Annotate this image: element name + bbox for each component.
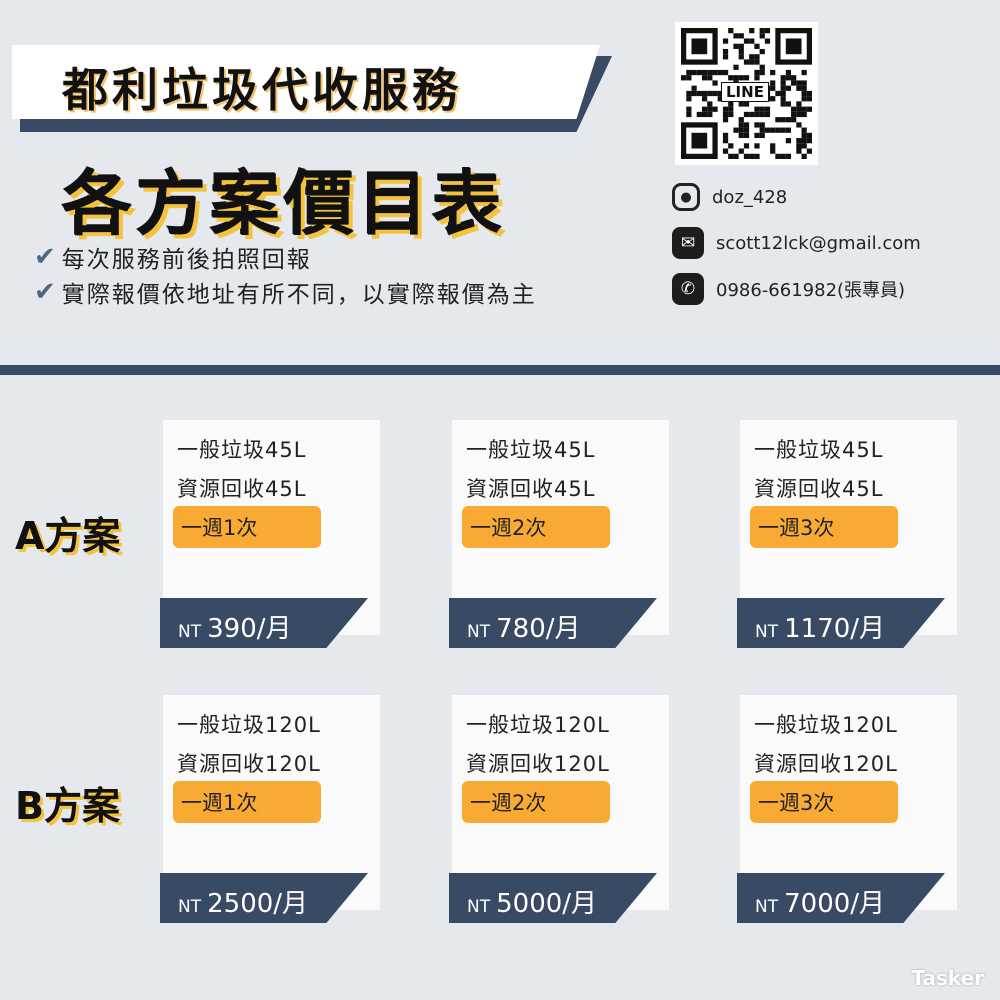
recycling: 資源回收120L [177, 752, 321, 776]
contact-text: 0986-661982(張專員) [716, 280, 906, 301]
general-waste: 一般垃圾45L [466, 438, 596, 462]
frequency-badge: 一週3次 [750, 781, 898, 823]
general-waste: 一般垃圾45L [177, 438, 307, 462]
plan-label: A方案 [15, 514, 121, 558]
price-tag: NT 2500/月 [160, 873, 368, 923]
contact-instagram[interactable]: ● doz_428 [672, 183, 787, 211]
plan-card[interactable]: 一般垃圾120L 資源回收120L 一週3次 NT 7000/月 [737, 695, 957, 923]
frequency-badge: 一週3次 [750, 506, 898, 548]
bullet-text: 每次服務前後拍照回報 [61, 247, 312, 273]
recycling: 資源回收45L [466, 477, 596, 501]
price-value: 390/月 [207, 614, 292, 644]
contact-text: doz_428 [712, 186, 788, 208]
currency: NT [755, 622, 779, 642]
section-divider [0, 365, 1000, 375]
frequency-badge: 一週2次 [462, 781, 610, 823]
page-title: 都利垃圾代收服務 [62, 63, 462, 117]
whatsapp-icon: ✆ [672, 273, 704, 305]
check-icon: ✔ [34, 242, 58, 272]
price-value: 1170/月 [784, 614, 886, 644]
price-tag: NT 390/月 [160, 598, 368, 648]
plan-label: B方案 [15, 784, 120, 828]
recycling: 資源回收45L [177, 477, 307, 501]
frequency-badge: 一週1次 [173, 506, 321, 548]
frequency-badge: 一週1次 [173, 781, 321, 823]
price-tag: NT 7000/月 [737, 873, 945, 923]
contact-email[interactable]: ✉ scott12lck@gmail.com [672, 227, 921, 259]
plan-card[interactable]: 一般垃圾45L 資源回收45L 一週2次 NT 780/月 [449, 420, 669, 648]
contact-text: scott12lck@gmail.com [716, 232, 921, 254]
plan-card[interactable]: 一般垃圾120L 資源回收120L 一週2次 NT 5000/月 [449, 695, 669, 923]
qr-label: LINE [721, 82, 769, 102]
price-value: 2500/月 [207, 889, 309, 919]
price-tag: NT 5000/月 [449, 873, 657, 923]
price-value: 7000/月 [784, 889, 886, 919]
bullet-text: 實際報價依地址有所不同，以實際報價為主 [61, 282, 537, 308]
general-waste: 一般垃圾45L [754, 438, 884, 462]
currency: NT [467, 897, 491, 917]
plan-card[interactable]: 一般垃圾45L 資源回收45L 一週3次 NT 1170/月 [737, 420, 957, 648]
bullet-item: ✔ 每次服務前後拍照回報 [34, 240, 312, 274]
recycling: 資源回收120L [466, 752, 610, 776]
currency: NT [178, 622, 202, 642]
price-value: 5000/月 [496, 889, 598, 919]
plan-card[interactable]: 一般垃圾45L 資源回收45L 一週1次 NT 390/月 [160, 420, 380, 648]
recycling: 資源回收120L [754, 752, 898, 776]
plan-card[interactable]: 一般垃圾120L 資源回收120L 一週1次 NT 2500/月 [160, 695, 380, 923]
line-qr-code[interactable]: LINE [675, 22, 818, 165]
watermark: Tasker [911, 966, 984, 990]
price-value: 780/月 [496, 614, 581, 644]
general-waste: 一般垃圾120L [466, 713, 610, 737]
frequency-badge: 一週2次 [462, 506, 610, 548]
instagram-icon: ● [672, 183, 700, 211]
contact-phone[interactable]: ✆ 0986-661982(張專員) [672, 273, 905, 305]
check-icon: ✔ [34, 277, 58, 307]
general-waste: 一般垃圾120L [754, 713, 898, 737]
currency: NT [467, 622, 491, 642]
bullet-item: ✔ 實際報價依地址有所不同，以實際報價為主 [34, 275, 537, 309]
price-tag: NT 1170/月 [737, 598, 945, 648]
page-subtitle: 各方案價目表 [62, 163, 506, 245]
email-icon: ✉ [672, 227, 704, 259]
qr-code-icon [681, 28, 812, 160]
currency: NT [755, 897, 779, 917]
title-banner [12, 45, 600, 119]
price-tag: NT 780/月 [449, 598, 657, 648]
recycling: 資源回收45L [754, 477, 884, 501]
currency: NT [178, 897, 202, 917]
general-waste: 一般垃圾120L [177, 713, 321, 737]
